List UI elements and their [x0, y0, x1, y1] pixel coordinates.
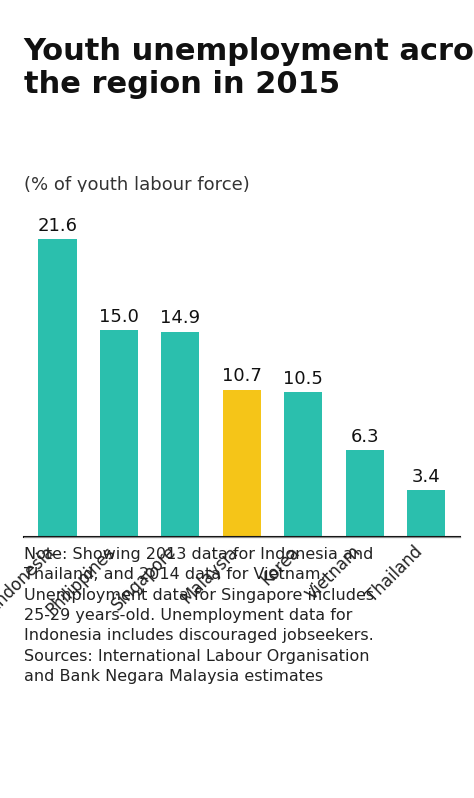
- Bar: [284, 393, 322, 537]
- Text: 14.9: 14.9: [160, 310, 201, 327]
- Text: (% of youth labour force): (% of youth labour force): [24, 176, 249, 194]
- Bar: [161, 332, 200, 537]
- Bar: [38, 239, 76, 537]
- Bar: [346, 450, 383, 537]
- Bar: [223, 389, 261, 537]
- Text: 21.6: 21.6: [37, 217, 77, 235]
- Text: 10.5: 10.5: [283, 370, 323, 388]
- Text: 10.7: 10.7: [222, 367, 262, 385]
- Bar: [100, 330, 138, 537]
- Text: Note: Showing 2013 data for Indonesia and
Thailand, and 2014 data for Vietnam.
U: Note: Showing 2013 data for Indonesia an…: [24, 547, 374, 684]
- Text: 6.3: 6.3: [350, 428, 379, 446]
- Text: 3.4: 3.4: [411, 468, 440, 486]
- Bar: [407, 490, 445, 537]
- Text: 15.0: 15.0: [99, 308, 139, 326]
- Text: Youth unemployment across
the region in 2015: Youth unemployment across the region in …: [24, 38, 474, 99]
